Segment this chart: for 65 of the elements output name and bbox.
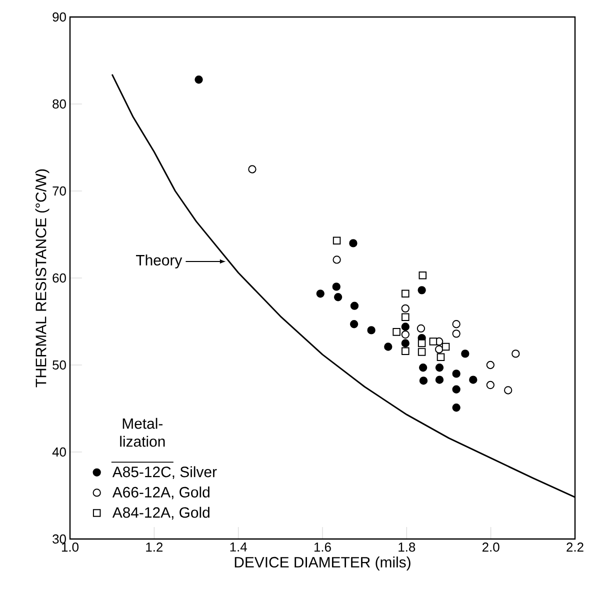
point	[452, 385, 460, 394]
point	[434, 345, 444, 354]
point	[334, 293, 342, 302]
x-tick-label: 1.4	[230, 542, 247, 552]
point	[332, 236, 341, 244]
point	[401, 304, 410, 313]
point	[435, 364, 444, 372]
point	[452, 330, 460, 338]
point	[402, 313, 410, 322]
point	[384, 342, 392, 351]
point	[452, 404, 460, 412]
point	[452, 320, 460, 328]
x-tick-label: 1.6	[314, 542, 331, 552]
point	[418, 339, 426, 348]
point	[416, 324, 426, 333]
legend-label: A84-12A, Gold	[112, 506, 210, 520]
point	[401, 339, 410, 348]
point	[429, 338, 438, 346]
y-tick-label: 40	[52, 447, 66, 457]
point	[418, 272, 427, 280]
point	[332, 282, 340, 291]
point	[418, 348, 426, 356]
point	[401, 330, 410, 339]
point	[419, 376, 428, 385]
point	[332, 256, 341, 264]
y-tick-label: 30	[52, 534, 66, 544]
point	[418, 364, 428, 372]
x-tick-label: 2.2	[566, 542, 584, 552]
point	[435, 376, 444, 384]
y-tick-label: 60	[52, 273, 66, 283]
point	[402, 347, 410, 355]
point	[442, 342, 450, 351]
point	[350, 320, 358, 328]
x-tick-label: 1.8	[398, 542, 416, 552]
point	[392, 328, 400, 336]
y-tick-label: 90	[52, 12, 66, 22]
legend-label: A85-12C, Silver	[112, 466, 217, 479]
x-tick-label: 2.0	[482, 542, 500, 552]
point	[504, 386, 512, 394]
point	[402, 290, 410, 298]
point	[367, 326, 376, 334]
x-tick-label: 1.2	[146, 542, 163, 552]
point	[436, 353, 445, 362]
x-tick-label: 1.0	[62, 542, 79, 552]
point	[512, 350, 520, 358]
legend-title: Metal-lization	[120, 418, 165, 447]
point	[452, 370, 460, 378]
point	[350, 302, 359, 310]
point	[316, 290, 324, 298]
y-tick-label: 80	[52, 99, 66, 109]
point	[248, 165, 256, 174]
point	[418, 286, 426, 294]
annotation: Theory	[136, 254, 182, 268]
y-tick-label: 50	[52, 360, 66, 370]
legend-label: A66-12A, Gold	[112, 486, 210, 500]
point	[486, 380, 495, 390]
point	[194, 76, 203, 84]
point	[469, 376, 478, 384]
point	[349, 239, 358, 248]
y-axis-title: THERMAL RESISTANCE (°C/W)	[35, 169, 50, 388]
point	[486, 360, 495, 370]
y-tick-label: 70	[52, 186, 66, 196]
point	[461, 350, 470, 358]
x-axis-title: DEVICE DIAMETER (mils)	[234, 556, 410, 570]
point	[401, 322, 410, 331]
